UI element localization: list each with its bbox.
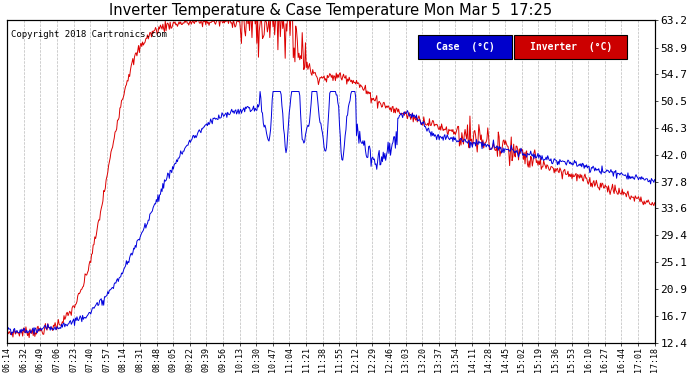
FancyBboxPatch shape xyxy=(514,35,627,59)
Title: Inverter Temperature & Case Temperature Mon Mar 5  17:25: Inverter Temperature & Case Temperature … xyxy=(110,3,553,18)
FancyBboxPatch shape xyxy=(418,35,512,59)
Text: Copyright 2018 Cartronics.com: Copyright 2018 Cartronics.com xyxy=(10,30,166,39)
Text: Inverter  (°C): Inverter (°C) xyxy=(530,42,612,52)
Text: Case  (°C): Case (°C) xyxy=(436,42,495,52)
